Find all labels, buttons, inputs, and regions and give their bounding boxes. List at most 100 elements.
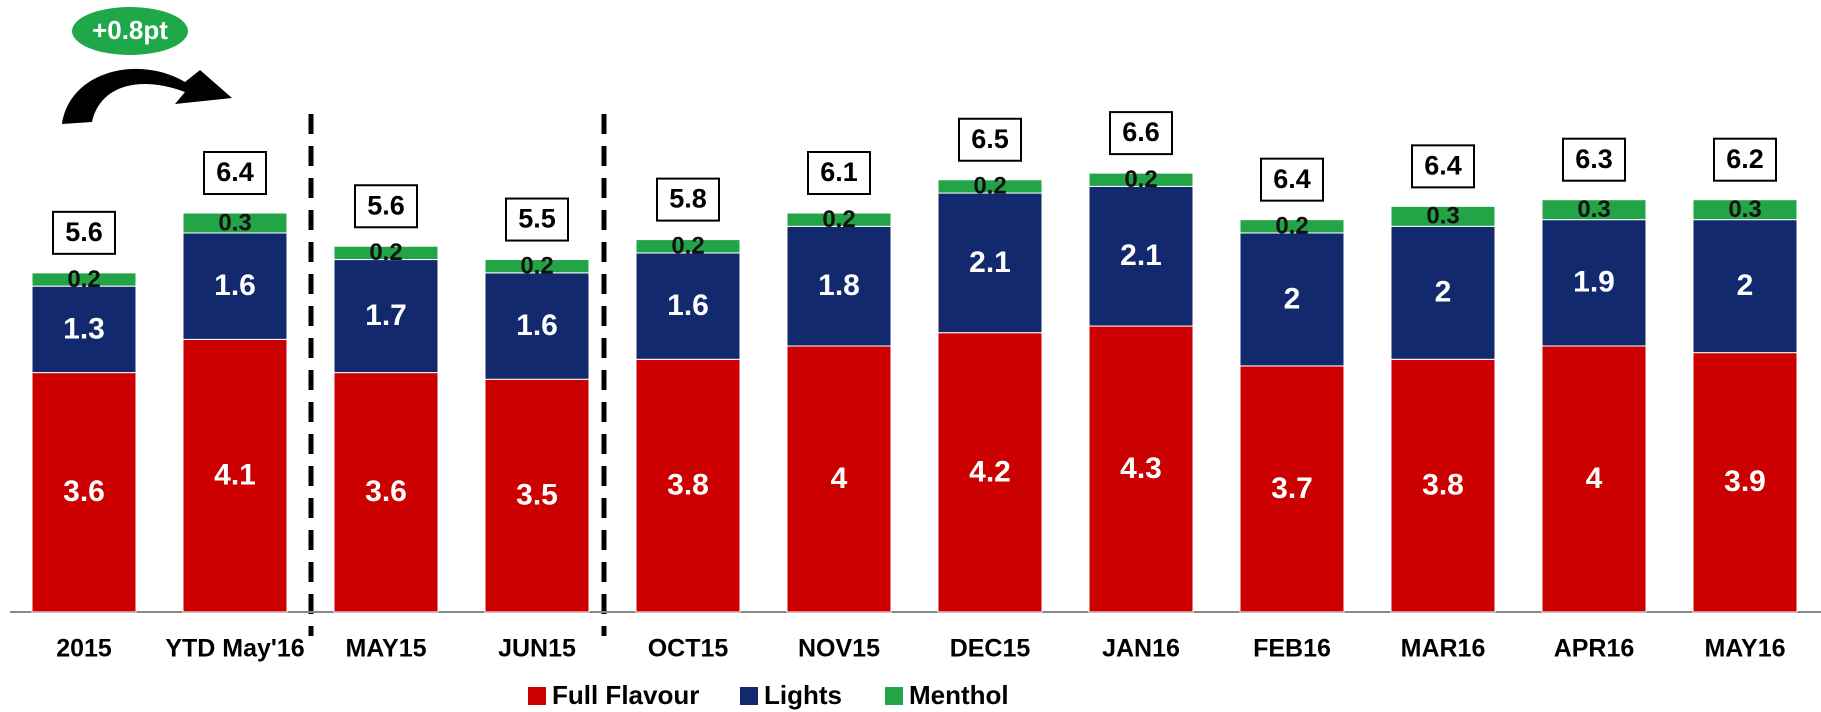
bar-segment bbox=[937, 179, 1043, 194]
total-box bbox=[1260, 157, 1324, 202]
data-label: 1.7 bbox=[365, 299, 407, 332]
total-label: 6.4 bbox=[1424, 150, 1462, 180]
data-label: 1.6 bbox=[214, 269, 256, 302]
bar-segment bbox=[31, 272, 137, 287]
bar-segment bbox=[1239, 232, 1345, 367]
bar-segment bbox=[333, 372, 439, 613]
x-tick-label: DEC15 bbox=[950, 635, 1031, 663]
bar-segment bbox=[635, 358, 741, 613]
data-label: 1.3 bbox=[63, 312, 105, 345]
data-label: 2 bbox=[1435, 276, 1452, 309]
data-label: 4 bbox=[1586, 462, 1603, 495]
data-label: 1.9 bbox=[1573, 266, 1615, 299]
total-box bbox=[958, 117, 1022, 162]
bar-segment bbox=[333, 259, 439, 374]
data-label: 0.2 bbox=[671, 233, 704, 260]
x-tick-label: JAN16 bbox=[1102, 635, 1180, 663]
total-box bbox=[807, 151, 871, 195]
x-tick-label: MAR16 bbox=[1401, 635, 1486, 663]
data-label: 1.6 bbox=[516, 309, 558, 342]
x-tick-label: APR16 bbox=[1554, 635, 1635, 663]
total-box bbox=[1109, 111, 1173, 156]
data-label: 4.1 bbox=[214, 459, 256, 492]
total-label: 6.4 bbox=[1273, 164, 1311, 194]
x-tick-label: FEB16 bbox=[1253, 635, 1331, 663]
bar-segment bbox=[1390, 225, 1496, 360]
bar-segment bbox=[786, 225, 892, 347]
annotation-badge bbox=[72, 7, 188, 55]
data-label: 3.9 bbox=[1724, 465, 1766, 498]
x-tick-label: 2015 bbox=[56, 635, 112, 663]
total-label: 6.2 bbox=[1726, 144, 1764, 174]
bar-segment bbox=[937, 192, 1043, 334]
legend-swatch bbox=[528, 687, 546, 705]
bar-segment bbox=[1390, 205, 1496, 227]
bar-segment bbox=[1541, 219, 1647, 347]
legend-label: Full Flavour bbox=[552, 680, 699, 710]
total-label: 5.8 bbox=[669, 184, 707, 214]
arrow bbox=[62, 68, 232, 124]
data-label: 0.2 bbox=[1275, 213, 1308, 240]
total-label: 5.6 bbox=[65, 217, 103, 247]
x-tick-label: NOV15 bbox=[798, 635, 880, 663]
bar-segment bbox=[1692, 219, 1798, 354]
bar-segment bbox=[1692, 352, 1798, 613]
bar-segment bbox=[1088, 185, 1194, 327]
bar-segment bbox=[484, 259, 590, 274]
legend-swatch bbox=[740, 687, 758, 705]
bar-segment bbox=[1088, 325, 1194, 613]
total-box bbox=[354, 184, 418, 229]
data-label: 0.2 bbox=[973, 173, 1006, 200]
total-label: 6.5 bbox=[971, 124, 1009, 154]
total-label: 5.6 bbox=[367, 190, 405, 220]
data-label: 2 bbox=[1737, 269, 1754, 302]
bar-segment bbox=[786, 345, 892, 613]
data-label: 0.2 bbox=[369, 239, 402, 266]
data-label: 0.2 bbox=[822, 206, 855, 233]
bar-segment bbox=[1239, 365, 1345, 613]
bar-segment bbox=[182, 212, 288, 234]
data-label: 3.8 bbox=[667, 469, 709, 502]
data-label: 1.8 bbox=[818, 269, 860, 302]
x-tick-label: JUN15 bbox=[498, 635, 576, 663]
legend-swatch bbox=[885, 687, 903, 705]
total-label: 6.6 bbox=[1122, 117, 1160, 147]
annotation: +0.8pt bbox=[92, 15, 168, 45]
data-label: 2.1 bbox=[1120, 239, 1162, 272]
total-box bbox=[1411, 144, 1475, 189]
bar-segment bbox=[1239, 219, 1345, 234]
data-label: 0.3 bbox=[1577, 196, 1610, 223]
data-label: 4.3 bbox=[1120, 452, 1162, 485]
total-box bbox=[52, 210, 116, 255]
total-label: 5.5 bbox=[518, 204, 556, 234]
data-label: 1.6 bbox=[667, 289, 709, 322]
legend-label: Menthol bbox=[909, 680, 1009, 710]
data-label: 3.7 bbox=[1271, 472, 1313, 505]
x-tick-label: MAY15 bbox=[345, 635, 426, 663]
legend-label: Lights bbox=[764, 680, 842, 710]
bar-segment bbox=[1390, 358, 1496, 613]
bar-segment bbox=[333, 245, 439, 261]
data-label: 0.2 bbox=[520, 253, 553, 280]
data-label: 0.3 bbox=[1728, 196, 1761, 223]
data-label: 3.6 bbox=[63, 475, 105, 508]
bar-segment bbox=[937, 332, 1043, 613]
bar-segment bbox=[484, 378, 590, 613]
total-label: 6.1 bbox=[820, 157, 858, 187]
total-box bbox=[656, 177, 720, 222]
bar-segment bbox=[1692, 199, 1798, 221]
total-box bbox=[203, 151, 267, 195]
total-box bbox=[1562, 137, 1626, 182]
total-box bbox=[1713, 137, 1777, 182]
data-label: 4 bbox=[831, 462, 848, 495]
data-label: 0.2 bbox=[1124, 166, 1157, 193]
data-label: 2.1 bbox=[969, 246, 1011, 279]
bar-segment bbox=[1088, 172, 1194, 187]
data-label: 2 bbox=[1284, 282, 1301, 315]
bar-segment bbox=[635, 252, 741, 360]
data-label: 0.2 bbox=[67, 266, 100, 293]
data-label: 3.5 bbox=[516, 479, 558, 512]
x-tick-label: YTD May'16 bbox=[165, 635, 304, 663]
bar-segment bbox=[182, 232, 288, 340]
